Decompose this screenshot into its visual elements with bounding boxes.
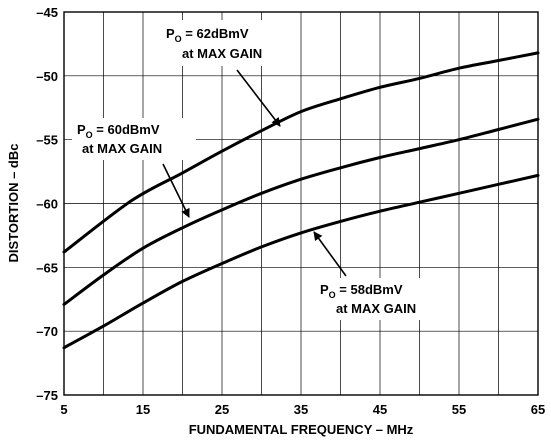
x-tick-label: 55 [452,402,466,417]
annotation-60dbmv: PO = 60dBmV at MAX GAIN [72,118,196,160]
y-tick-label: –50 [36,69,58,84]
annotation-60-line1: PO = 60dBmV [77,122,160,140]
y-tick-label: –70 [36,324,58,339]
series-60dbmv-line [62,117,540,306]
x-tick-label: 45 [373,402,387,417]
arrow-62dbmv [236,69,281,127]
annotation-58-line1: PO = 58dBmV [320,282,403,300]
plot-frame [63,11,539,396]
gridlines [64,12,538,395]
y-tick-label: –65 [36,260,58,275]
tick-labels: 5 15 25 35 45 55 65 –75 –70 –65 –60 –55 –50 –45 [36,5,545,417]
annotation-62-line1: PO = 62dBmV [166,26,249,44]
y-tick-label: –45 [36,5,58,20]
series-curves [62,51,540,350]
y-tick-label: –55 [36,133,58,148]
series-58dbmv-line [62,173,540,350]
y-tick-label: –75 [36,388,58,403]
annotation-58-line2: at MAX GAIN [336,301,416,316]
x-axis-title: FUNDAMENTAL FREQUENCY – MHz [189,422,414,437]
x-tick-label: 5 [60,402,67,417]
arrow-60dbmv [162,163,190,218]
x-tick-label: 35 [294,402,308,417]
y-tick-label: –60 [36,197,58,212]
annotation-62-line2: at MAX GAIN [182,46,262,61]
annotation-60-line2: at MAX GAIN [82,141,162,156]
y-axis-title: DISTORTION – dBc [6,144,21,263]
annotation-58dbmv: PO = 58dBmV at MAX GAIN [314,278,444,320]
series-62dbmv-line [62,51,540,254]
arrow-58dbmv [313,231,347,277]
annotation-62dbmv: PO = 62dBmV at MAX GAIN [160,20,292,66]
x-tick-label: 15 [136,402,150,417]
x-tick-label: 65 [531,402,545,417]
x-tick-label: 25 [215,402,229,417]
